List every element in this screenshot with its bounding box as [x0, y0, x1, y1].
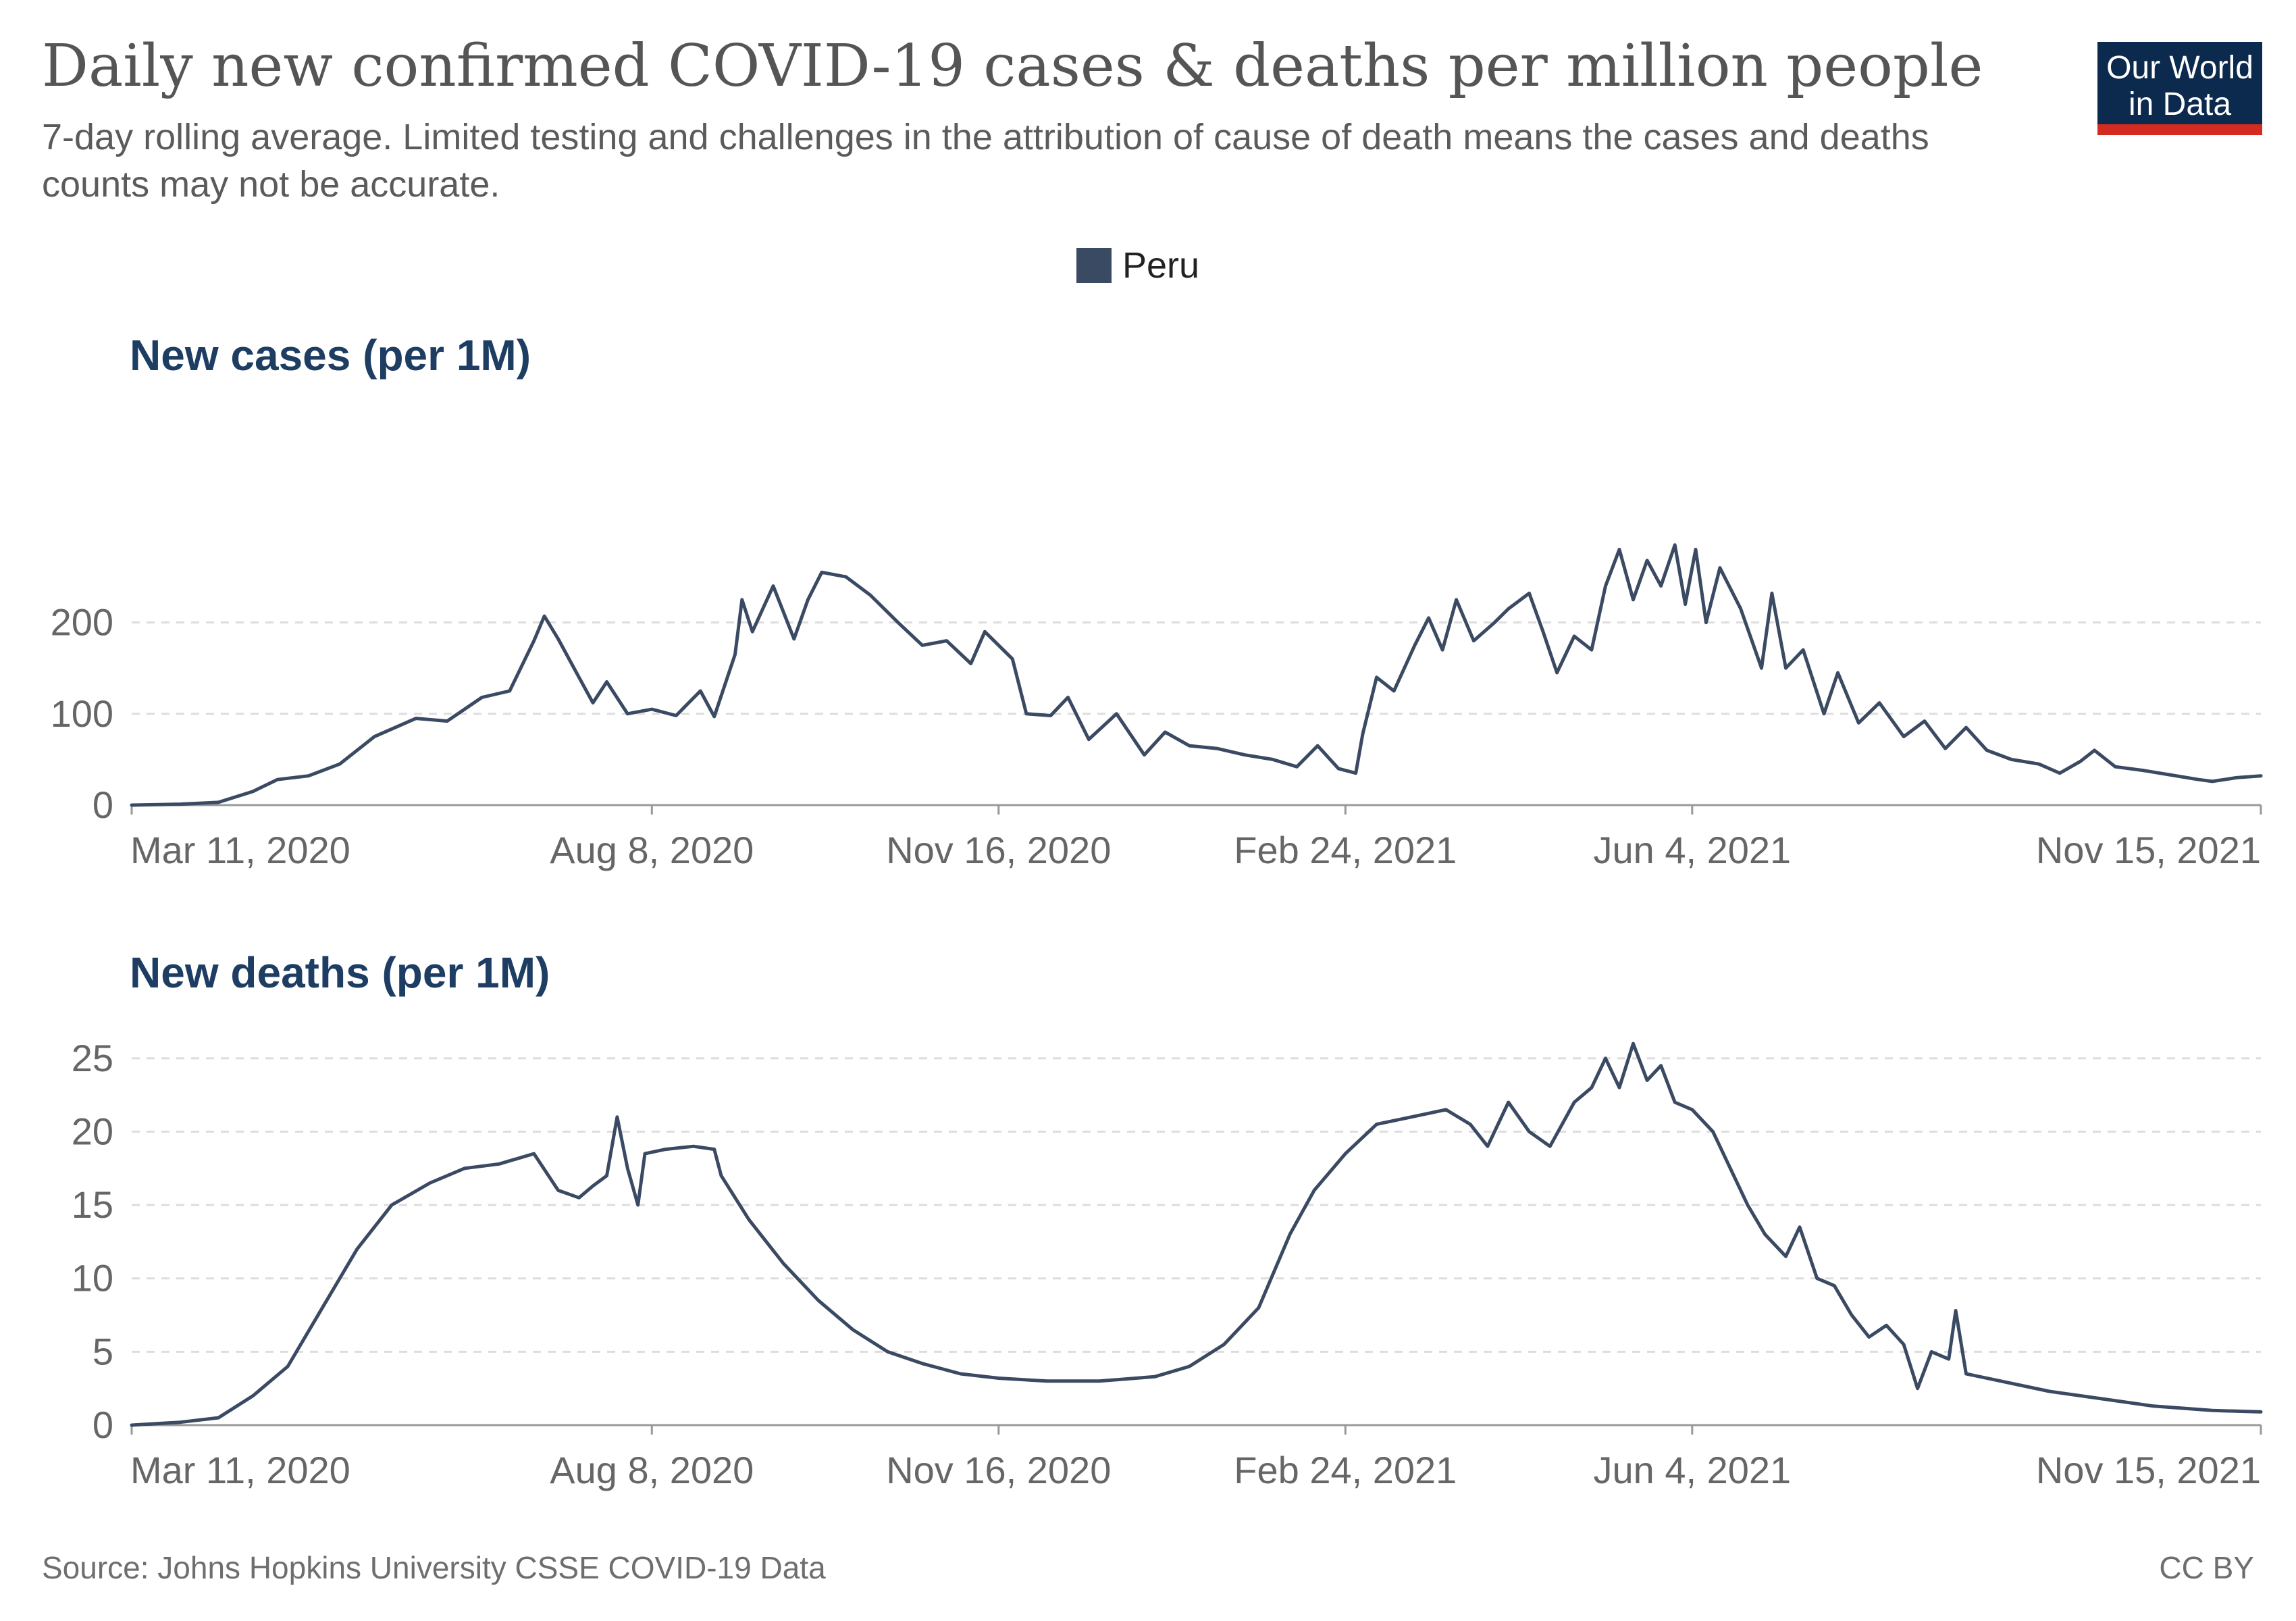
deaths-x-tick-jun-4-2021: Jun 4, 2021 — [1593, 1449, 1791, 1491]
cases-x-tick-nov-16-2020: Nov 16, 2020 — [886, 829, 1111, 871]
chart-subtitle: 7-day rolling average. Limited testing a… — [42, 117, 1929, 205]
legend-swatch — [1076, 248, 1112, 283]
deaths-y-tick-0: 0 — [93, 1404, 113, 1446]
deaths-y-tick-15: 15 — [72, 1183, 113, 1226]
deaths-x-tick-nov-15-2021: Nov 15, 2021 — [2036, 1449, 2261, 1491]
deaths-panel-title: New deaths (per 1M) — [130, 948, 550, 997]
cases-y-tick-0: 0 — [93, 783, 113, 826]
cases-x-tick-feb-24-2021: Feb 24, 2021 — [1234, 829, 1457, 871]
cases-y-tick-100: 100 — [51, 692, 113, 735]
cases-x-tick-jun-4-2021: Jun 4, 2021 — [1593, 829, 1791, 871]
chart-title: Daily new confirmed COVID-19 cases & dea… — [42, 32, 1983, 100]
cases-panel-title: New cases (per 1M) — [130, 331, 531, 380]
logo-line-2: in Data — [2128, 86, 2232, 122]
cases-x-tick-mar-11-2020: Mar 11, 2020 — [130, 829, 350, 871]
deaths-x-tick-nov-16-2020: Nov 16, 2020 — [886, 1449, 1111, 1491]
source-note[interactable]: Source: Johns Hopkins University CSSE CO… — [42, 1550, 826, 1585]
legend-label-peru: Peru — [1122, 245, 1200, 286]
cases-x-tick-nov-15-2021: Nov 15, 2021 — [2036, 829, 2261, 871]
deaths-y-tick-25: 25 — [72, 1037, 113, 1079]
cases-x-tick-aug-8-2020: Aug 8, 2020 — [550, 829, 754, 871]
deaths-y-tick-10: 10 — [72, 1257, 113, 1300]
owid-logo[interactable]: Our World in Data — [2097, 42, 2262, 135]
deaths-series-line-peru — [130, 1041, 2263, 1427]
deaths-x-tick-aug-8-2020: Aug 8, 2020 — [550, 1449, 754, 1491]
license-note[interactable]: CC BY — [2159, 1550, 2254, 1585]
cases-series-line-peru — [130, 543, 2263, 807]
deaths-x-tick-mar-11-2020: Mar 11, 2020 — [130, 1449, 350, 1491]
deaths-y-tick-5: 5 — [93, 1330, 113, 1372]
cases-y-tick-200: 200 — [51, 601, 113, 644]
legend[interactable]: Peru — [1076, 245, 1199, 286]
logo-line-1: Our World — [2106, 50, 2253, 86]
deaths-x-tick-feb-24-2021: Feb 24, 2021 — [1234, 1449, 1457, 1491]
deaths-y-tick-20: 20 — [72, 1110, 113, 1152]
